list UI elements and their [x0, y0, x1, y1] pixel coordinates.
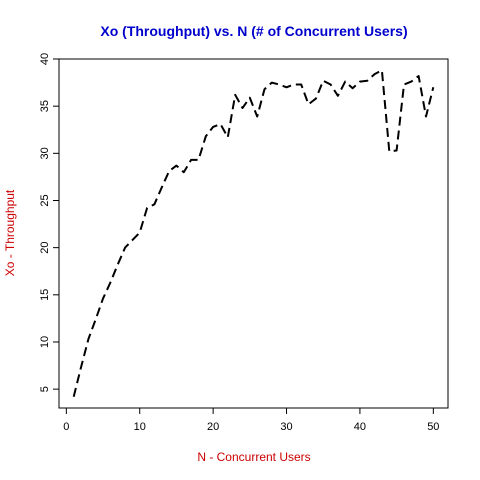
series-group [72, 69, 435, 397]
y-tick-label: 30 [39, 147, 51, 159]
y-tick-label: 20 [39, 242, 51, 254]
y-axis: 5 10 15 20 25 30 35 40 [39, 53, 60, 392]
y-tick-label: 40 [39, 53, 51, 65]
x-axis-label: N - Concurrent Users [197, 450, 310, 464]
x-tick-label: 10 [134, 421, 146, 433]
x-tick-label: 50 [427, 421, 439, 433]
y-tick-label: 35 [39, 100, 51, 112]
throughput-series-line [72, 69, 435, 397]
y-tick-label: 10 [39, 336, 51, 348]
x-tick-label: 40 [354, 421, 366, 433]
y-axis-label: Xo - Throughput [3, 189, 17, 276]
x-axis: 0 10 20 30 40 50 [63, 407, 439, 433]
y-tick-label: 25 [39, 194, 51, 206]
y-tick-label: 5 [39, 386, 51, 392]
x-tick-label: 30 [280, 421, 292, 433]
x-tick-label: 0 [63, 421, 69, 433]
y-tick-label: 15 [39, 289, 51, 301]
chart-title: Xo (Throughput) vs. N (# of Concurrent U… [100, 23, 407, 39]
x-tick-label: 20 [207, 421, 219, 433]
